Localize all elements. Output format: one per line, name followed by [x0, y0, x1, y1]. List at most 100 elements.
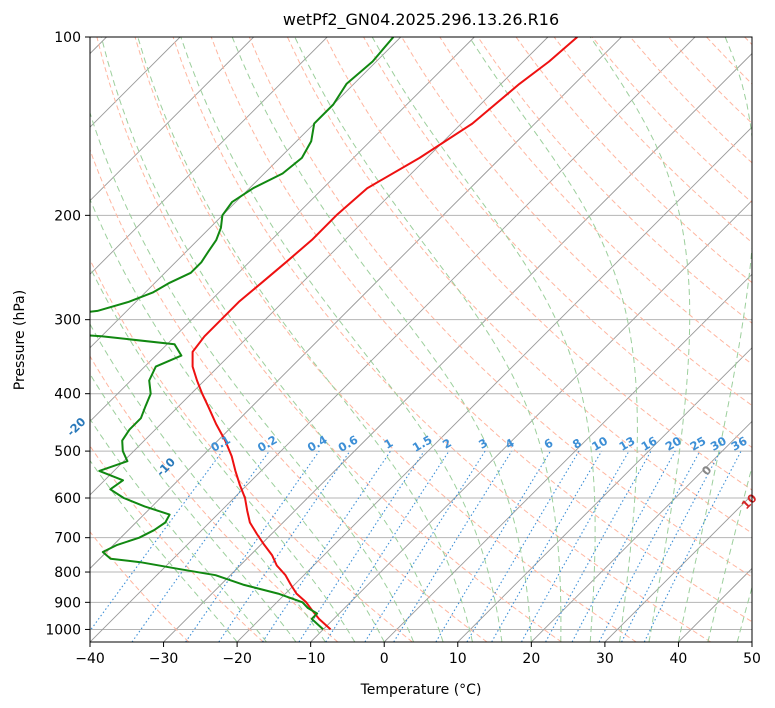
dry-adiabat-line — [591, 37, 752, 204]
x-tick-label: 10 — [449, 651, 467, 667]
mixing-ratio-label: 16 — [639, 434, 660, 454]
mixing-ratio-line — [218, 450, 351, 642]
isotherm-line — [163, 52, 752, 642]
y-tick-label: 600 — [54, 491, 81, 507]
mixing-ratio-line — [393, 450, 513, 642]
dry-adiabat-line — [248, 37, 752, 578]
mixing-ratio-label: 20 — [663, 434, 684, 454]
x-tick-label: 40 — [670, 651, 688, 667]
mixing-ratio-line — [521, 450, 630, 642]
mixing-ratio-label: 8 — [570, 436, 584, 452]
mixing-ratio-label: 25 — [687, 434, 708, 454]
x-tick-label: −10 — [296, 651, 326, 667]
mixing-ratio-line — [435, 450, 551, 642]
isotherm-line — [751, 641, 752, 642]
moist-adiabat-line — [468, 37, 638, 642]
dry-adiabat-line — [668, 37, 752, 125]
dry-adiabat-line — [90, 355, 339, 642]
moist-adiabat-line — [589, 37, 691, 642]
dry-adiabat-line — [134, 37, 637, 642]
mixing-ratio-line — [298, 450, 425, 642]
y-axis-label: Pressure (hPa) — [12, 290, 28, 390]
dry-adiabat-line — [90, 531, 190, 642]
x-tick-label: 30 — [596, 651, 614, 667]
dry-adiabat-line — [210, 37, 752, 623]
x-tick-label: 0 — [380, 651, 389, 667]
mixing-ratio-label: 2 — [440, 436, 454, 452]
y-tick-label: 800 — [54, 565, 81, 581]
y-tick-label: 900 — [54, 595, 81, 611]
moist-adiabat-line — [677, 37, 752, 642]
dry-adiabat-line — [706, 37, 752, 85]
mixing-ratio-label: 30 — [708, 434, 729, 454]
x-tick-label: −30 — [149, 651, 179, 667]
dry-adiabat-line — [629, 37, 752, 164]
mixing-ratio-label: 3 — [476, 436, 490, 452]
y-tick-label: 400 — [54, 387, 81, 403]
mixing-ratio-label: 10 — [589, 434, 610, 454]
isotherm-line — [90, 37, 402, 349]
isotherm-line — [90, 37, 622, 570]
isotherm-line — [383, 273, 752, 642]
moist-adiabat-line — [90, 459, 238, 642]
mixing-ratio-line — [545, 450, 652, 642]
dry-adiabat-line — [172, 37, 712, 642]
moist-adiabat-line — [90, 418, 267, 642]
dry-adiabat-label: -10 — [153, 455, 178, 480]
isotherm-line — [236, 126, 752, 642]
y-axis-ticks: 100 200 300 400 500 600 700 800 900 1000 — [45, 30, 90, 638]
line-labels-layer: -100-90-80-70-60-50-40-30-20-100.10.20.4… — [0, 367, 760, 512]
isotherm-line — [604, 494, 752, 642]
x-axis-ticks: −40 −30 −20 −10 0 10 20 30 40 50 — [75, 642, 761, 667]
chart-title: wetPf2_GN04.2025.296.13.26.R16 — [283, 10, 559, 30]
dry-adiabat-line — [90, 258, 413, 642]
isotherm-line — [531, 420, 752, 642]
dry-adiabat-line — [90, 445, 264, 642]
grid-layer — [90, 37, 752, 642]
dry-adiabat-line — [515, 37, 752, 284]
dry-adiabat-line — [477, 37, 752, 324]
x-tick-label: −40 — [75, 651, 105, 667]
mixing-ratio-line — [131, 450, 270, 642]
moist-adiabat-line — [707, 464, 752, 642]
moist-adiabat-line — [137, 37, 473, 642]
x-axis-label: Temperature (°C) — [360, 682, 482, 698]
mixing-ratio-label: 1 — [382, 436, 396, 452]
dry-adiabat-line — [744, 37, 752, 46]
plot-frame — [89, 36, 753, 643]
y-tick-label: 500 — [54, 444, 81, 460]
mixing-ratio-line — [466, 450, 580, 642]
mixing-ratio-label: 6 — [542, 436, 556, 452]
dry-adiabat-line — [439, 37, 752, 365]
moist-adiabat-line — [90, 198, 385, 642]
y-tick-label: 300 — [54, 313, 81, 329]
mixing-ratio-label: 13 — [617, 434, 638, 454]
mixing-ratio-line — [571, 450, 676, 642]
dry-adiabat-label: -20 — [64, 415, 89, 440]
mixing-ratio-label: 36 — [729, 434, 750, 454]
isotherm-line — [90, 37, 328, 275]
moist-adiabat-line — [180, 37, 503, 642]
mixing-ratio-line — [598, 450, 701, 642]
moist-adiabat-label: 0 — [699, 463, 715, 479]
y-tick-label: 100 — [54, 30, 81, 46]
mixing-ratio-line — [90, 450, 223, 632]
moist-adiabat-line — [231, 37, 532, 642]
mixing-ratio-line — [325, 450, 450, 642]
moist-adiabat-line — [371, 37, 596, 642]
dry-adiabat-label: -30 — [0, 367, 3, 392]
mixing-ratio-line — [262, 450, 391, 642]
moist-adiabat-line — [90, 266, 356, 642]
moist-adiabat-line — [100, 37, 444, 642]
y-tick-label: 200 — [54, 208, 81, 224]
isotherm-line — [90, 37, 696, 642]
moist-adiabat-line — [90, 111, 415, 642]
dry-adiabat-line — [90, 148, 488, 642]
x-tick-label: 20 — [522, 651, 540, 667]
y-tick-label: 1000 — [45, 622, 81, 638]
dry-adiabat-line — [96, 37, 562, 642]
isotherm-line — [457, 347, 752, 642]
mixing-ratio-line — [643, 450, 742, 642]
moist-adiabat-label: 10 — [738, 491, 759, 512]
